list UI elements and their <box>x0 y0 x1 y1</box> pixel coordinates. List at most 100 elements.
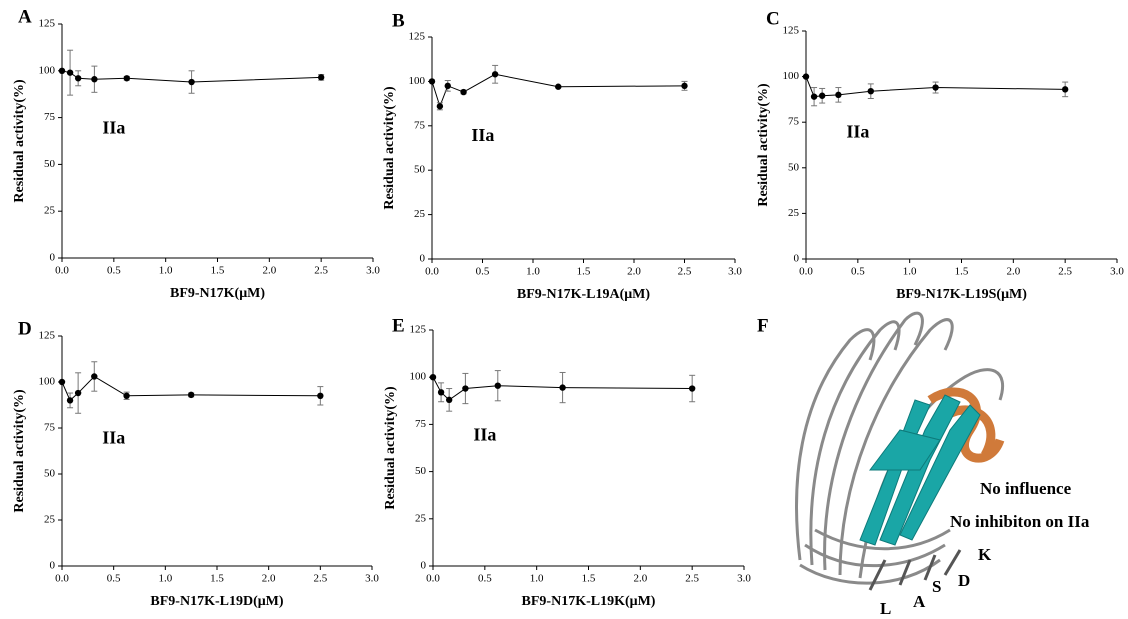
annotation: IIa <box>846 122 869 142</box>
data-point <box>494 382 501 389</box>
y-tick-label: 75 <box>44 422 56 434</box>
x-tick-label: 1.5 <box>211 265 225 277</box>
data-line <box>431 73 685 108</box>
data-point <box>932 84 939 91</box>
x-axis-label: BF9-N17K-L19K(μM) <box>522 594 656 609</box>
x-tick-label: 3.0 <box>728 266 742 278</box>
x-tick-label: 1.0 <box>159 265 173 277</box>
y-tick-label: 50 <box>788 161 800 173</box>
structure-annotation: No inhibiton on IIa <box>950 512 1090 531</box>
data-point <box>436 103 444 110</box>
annotation: IIa <box>102 428 125 448</box>
y-tick-label: 125 <box>39 330 56 342</box>
y-tick-label: 0 <box>420 253 426 265</box>
y-axis-label: Residual activity(%) <box>382 86 397 210</box>
y-tick-label: 125 <box>409 31 426 43</box>
y-tick-label: 125 <box>39 18 56 30</box>
x-tick-label: 0.0 <box>425 266 439 278</box>
panel-label: E <box>392 315 405 336</box>
residue-label: S <box>932 577 941 596</box>
residue-label: D <box>958 571 970 590</box>
y-axis-label: Residual activity(%) <box>12 79 27 203</box>
data-point <box>445 396 453 404</box>
y-tick-label: 50 <box>44 468 56 480</box>
structure-image <box>795 311 1005 591</box>
x-tick-label: 1.5 <box>955 266 969 278</box>
data-point <box>66 397 74 404</box>
x-tick-label: 1.0 <box>903 266 917 278</box>
y-axis-label: Residual activity(%) <box>383 386 398 510</box>
y-axis-label: Residual activity(%) <box>756 83 771 207</box>
data-point <box>74 389 82 397</box>
x-tick-label: 2.5 <box>685 573 699 585</box>
data-point <box>91 76 98 83</box>
structure-annotation: No influence <box>980 479 1072 498</box>
x-tick-label: 3.0 <box>1110 266 1124 278</box>
data-point <box>58 378 66 386</box>
y-tick-label: 75 <box>415 418 427 430</box>
x-tick-label: 2.5 <box>314 265 328 277</box>
x-tick-label: 2.0 <box>262 573 276 585</box>
data-point <box>429 374 437 381</box>
data-point <box>58 67 66 75</box>
y-tick-label: 100 <box>783 70 800 82</box>
panel-label: F <box>757 315 769 336</box>
data-point <box>66 69 74 76</box>
y-tick-label: 0 <box>50 252 56 264</box>
panel: E 0 25 50 75 100 125 0.0 0.5 1.0 1.5 2.0 2.5 3.0 BF9-N… <box>383 315 751 609</box>
x-tick-label: 0.0 <box>55 573 69 585</box>
data-point <box>317 392 324 399</box>
x-tick-label: 2.0 <box>1006 266 1020 278</box>
y-tick-label: 25 <box>415 512 427 524</box>
data-point <box>317 74 325 81</box>
residue-label: K <box>978 545 992 564</box>
y-tick-label: 125 <box>783 25 800 37</box>
annotation: IIa <box>471 125 494 145</box>
y-tick-label: 25 <box>44 205 56 217</box>
y-tick-label: 0 <box>50 560 56 572</box>
data-point <box>559 384 566 391</box>
panel-label: C <box>766 8 780 29</box>
y-tick-label: 50 <box>44 158 56 170</box>
data-point <box>91 373 98 380</box>
panel: A 0 25 50 75 100 125 0.0 0.5 1.0 1.5 2.0 2.5 3.0 BF9-N… <box>12 6 380 301</box>
y-tick-label: 50 <box>414 164 426 176</box>
x-tick-label: 2.5 <box>313 573 327 585</box>
data-point <box>428 78 436 85</box>
data-point <box>818 92 826 99</box>
data-point <box>835 91 842 99</box>
y-tick-label: 50 <box>415 465 427 477</box>
x-tick-label: 1.5 <box>582 573 596 585</box>
y-tick-label: 100 <box>409 75 426 87</box>
x-tick-label: 1.0 <box>530 573 544 585</box>
panel: D 0 25 50 75 100 125 0.0 0.5 1.0 1.5 2.0 2.5 3.0 BF9-N… <box>12 318 379 609</box>
data-point <box>491 71 499 78</box>
x-tick-label: 1.0 <box>158 573 172 585</box>
data-point <box>867 87 874 95</box>
panel: B 0 25 50 75 100 125 0.0 0.5 1.0 1.5 2.0 2.5 3.0 BF9-N… <box>382 10 742 302</box>
x-tick-label: 1.5 <box>210 573 224 585</box>
residue-label: A <box>913 592 926 611</box>
x-tick-label: 1.5 <box>577 266 591 278</box>
data-point <box>460 88 467 96</box>
panel: C 0 25 50 75 100 125 0.0 0.5 1.0 1.5 2.0 2.5 3.0 BF9-N… <box>756 8 1124 302</box>
x-tick-label: 0.0 <box>55 265 69 277</box>
y-tick-label: 75 <box>788 116 800 128</box>
x-tick-label: 3.0 <box>366 265 380 277</box>
data-point <box>123 75 130 82</box>
y-tick-label: 100 <box>39 64 56 76</box>
data-point <box>444 82 451 90</box>
y-tick-label: 25 <box>44 514 56 526</box>
data-point <box>1061 86 1069 93</box>
data-point <box>555 83 562 90</box>
y-tick-label: 75 <box>414 119 426 131</box>
x-tick-label: 0.5 <box>851 266 865 278</box>
annotation: IIa <box>473 424 496 444</box>
y-tick-label: 25 <box>788 207 800 219</box>
x-tick-label: 2.0 <box>633 573 647 585</box>
x-tick-label: 1.0 <box>526 266 540 278</box>
x-tick-label: 0.0 <box>426 573 440 585</box>
data-point <box>810 93 818 100</box>
y-tick-label: 75 <box>44 111 56 123</box>
y-tick-label: 0 <box>794 253 800 265</box>
